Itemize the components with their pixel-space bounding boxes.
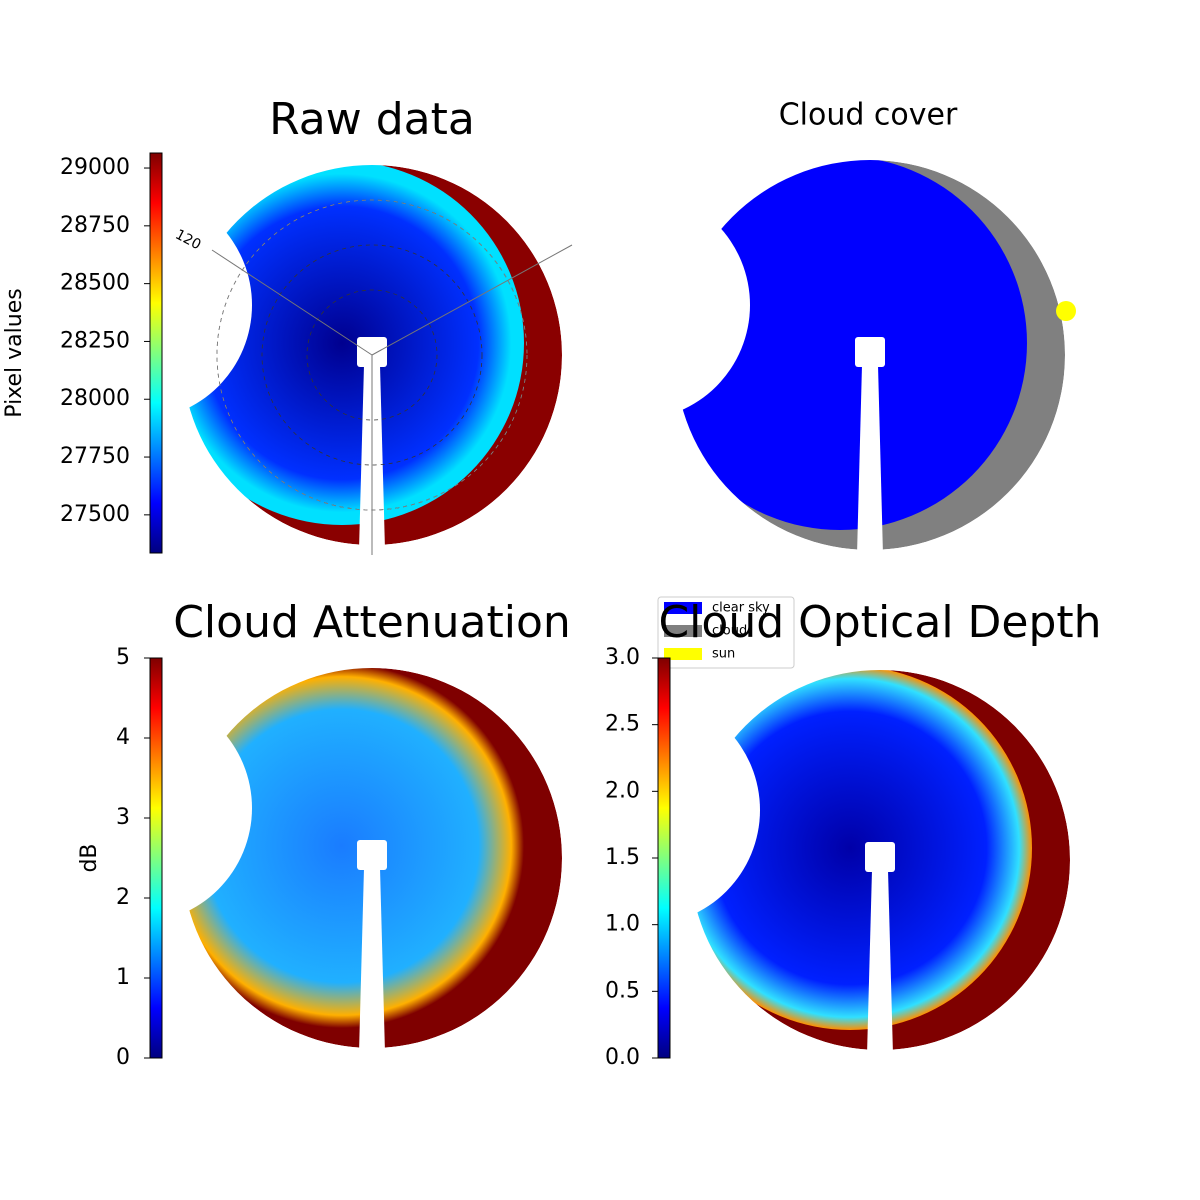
colorbar-label: dB [77, 843, 102, 872]
polar-spoke [371, 244, 573, 356]
panel-title: Raw data [269, 94, 475, 145]
colorbar-tick-label: 28500 [60, 271, 130, 296]
colorbar-tick-label: 0 [116, 1045, 130, 1070]
panel-title: Cloud Optical Depth [658, 597, 1101, 648]
sun-marker [1056, 301, 1076, 321]
colorbar [149, 152, 163, 554]
colorbar-tick-label: 1 [116, 965, 130, 990]
colorbar-tick-label: 2.5 [605, 712, 640, 737]
legend-label: cloud [712, 624, 747, 639]
panel-title: Cloud Attenuation [173, 597, 571, 648]
legend-swatch [664, 602, 702, 614]
sky-clear [160, 664, 524, 1028]
colorbar-label: Pixel values [2, 288, 27, 417]
colorbar [149, 657, 163, 1059]
colorbar-tick-label: 1.5 [605, 845, 640, 870]
sky-clear [653, 156, 1027, 530]
colorbar-tick-label: 1.0 [605, 912, 640, 937]
legend-label: clear sky [712, 601, 770, 616]
colorbar-tick-label: 27500 [60, 502, 130, 527]
colorbar-tick-label: 0.5 [605, 978, 640, 1003]
mast [359, 868, 385, 1053]
legend-swatch [664, 648, 702, 660]
legend-label: sun [712, 647, 735, 662]
mast-head [357, 840, 387, 870]
colorbar-tick-label: 0.0 [605, 1045, 640, 1070]
panel-title: Cloud cover [779, 98, 958, 133]
colorbar-tick-label: 27750 [60, 444, 130, 469]
mast-head [357, 337, 387, 367]
polar-spoke [211, 249, 373, 356]
colorbar-tick-label: 5 [116, 645, 130, 670]
mast-head [865, 842, 895, 872]
colorbar-tick-label: 2.0 [605, 778, 640, 803]
colorbar-tick-label: 28750 [60, 213, 130, 238]
colorbar-tick-label: 28000 [60, 386, 130, 411]
legend-swatch [664, 625, 702, 637]
colorbar [657, 657, 671, 1059]
polar-ring [261, 244, 483, 466]
polar-ring [306, 289, 438, 421]
colorbar-tick-label: 3 [116, 805, 130, 830]
colorbar-tick-label: 28250 [60, 328, 130, 353]
mast-head [855, 337, 885, 367]
sky-clear [668, 666, 1032, 1030]
colorbar-tick-label: 3.0 [605, 645, 640, 670]
colorbar-tick-label: 4 [116, 725, 130, 750]
mast [857, 365, 883, 555]
mast [867, 870, 893, 1055]
sky-clear [160, 161, 524, 525]
colorbar-tick-label: 2 [116, 885, 130, 910]
colorbar-tick-label: 29000 [60, 155, 130, 180]
